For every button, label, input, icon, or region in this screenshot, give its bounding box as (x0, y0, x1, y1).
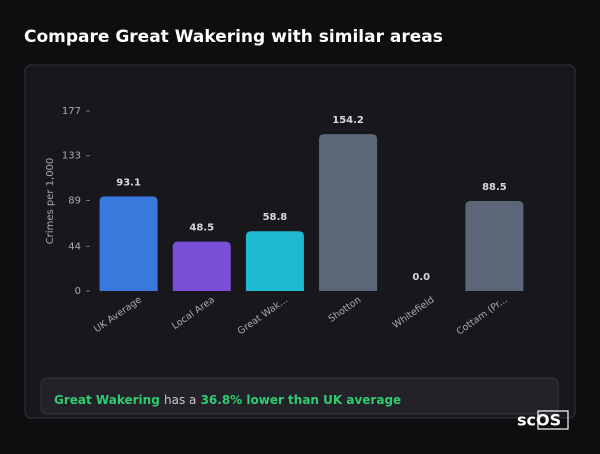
summary-comparison: 36.8% lower than UK average (201, 393, 402, 407)
bar (245, 231, 304, 291)
y-axis-label: Crimes per 1,000 (45, 158, 56, 245)
summary-text: Great Wakering has a 36.8% lower than UK… (54, 393, 401, 407)
y-tick-label: 0 (75, 286, 81, 297)
bar (99, 196, 158, 291)
value-label: 93.1 (116, 177, 141, 188)
logo-frame (537, 410, 569, 430)
value-label: 48.5 (189, 223, 214, 234)
value-label: 58.8 (263, 212, 288, 223)
y-tick-label: 89 (68, 195, 81, 206)
summary-area: Great Wakering (54, 393, 160, 407)
y-tick-label: 133 (62, 151, 81, 162)
bar (319, 134, 378, 291)
y-tick-label: 44 (68, 241, 81, 252)
page-title: Compare Great Wakering with similar area… (24, 27, 443, 47)
value-label: 154.2 (332, 115, 364, 126)
value-label: 0.0 (412, 272, 430, 283)
y-tick-label: 177 (62, 106, 81, 117)
summary-box (40, 377, 559, 415)
value-label: 88.5 (482, 182, 507, 193)
bar (172, 241, 231, 291)
bar (465, 201, 524, 291)
summary-middle: has a (164, 393, 196, 407)
logo: scOS (517, 411, 561, 430)
